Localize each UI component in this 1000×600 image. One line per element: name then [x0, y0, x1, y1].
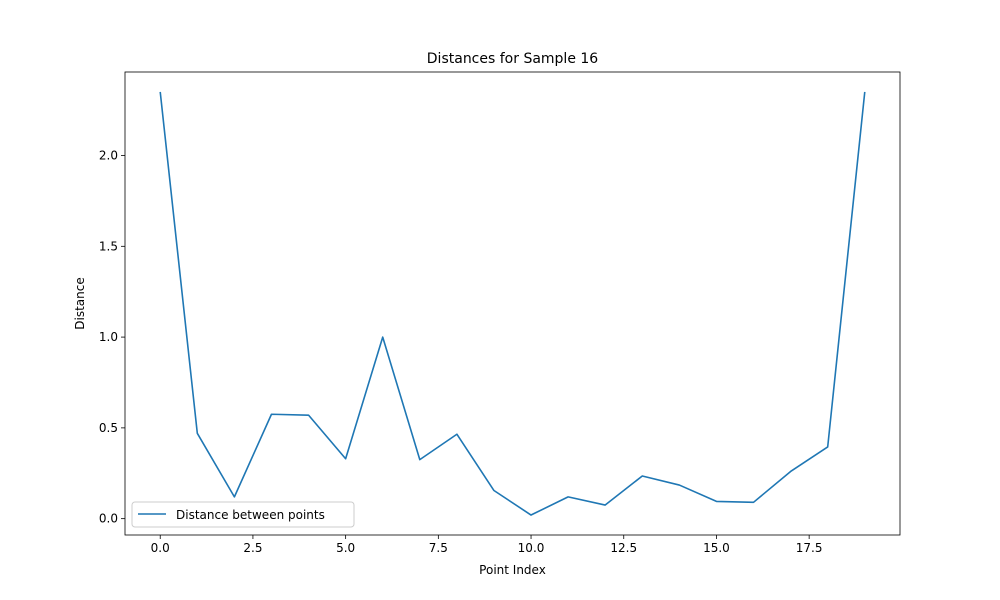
legend: Distance between points	[131, 501, 355, 528]
y-axis-label: Distance	[73, 277, 87, 329]
series-line-distance	[159, 91, 866, 516]
plot-frame	[124, 71, 901, 536]
x-tick-label: 12.5	[610, 541, 637, 555]
x-tick-label: 10.0	[518, 541, 545, 555]
x-tick-label: 2.5	[243, 541, 262, 555]
x-tick-label: 15.0	[703, 541, 730, 555]
plot-background	[125, 72, 900, 535]
x-axis-label: Point Index	[479, 563, 546, 577]
y-tick-label: 0.5	[99, 421, 118, 435]
legend-box	[131, 501, 355, 528]
y-tick-label: 1.0	[99, 330, 118, 344]
y-tick-label: 2.0	[99, 149, 118, 163]
y-tick-label: 0.0	[99, 512, 118, 526]
x-axis-ticks: 0.0 2.5 5.0 7.5 10.0 12.5 15.0 17.5	[151, 535, 823, 555]
x-tick-label: 17.5	[796, 541, 823, 555]
y-tick-label: 1.5	[99, 239, 118, 253]
legend-label-distance: Distance between points	[176, 508, 325, 522]
plot-area: 0.0 2.5 5.0 7.5 10.0 12.5 15.0 17.5 0.0 0.5 1.0 1.…	[99, 71, 901, 555]
x-tick-label: 5.0	[336, 541, 355, 555]
series-layer	[159, 91, 866, 516]
chart-title: Distances for Sample 16	[427, 51, 599, 67]
y-axis-ticks: 0.0 0.5 1.0 1.5 2.0	[99, 149, 125, 526]
x-tick-label: 0.0	[151, 541, 170, 555]
x-tick-label: 7.5	[429, 541, 448, 555]
